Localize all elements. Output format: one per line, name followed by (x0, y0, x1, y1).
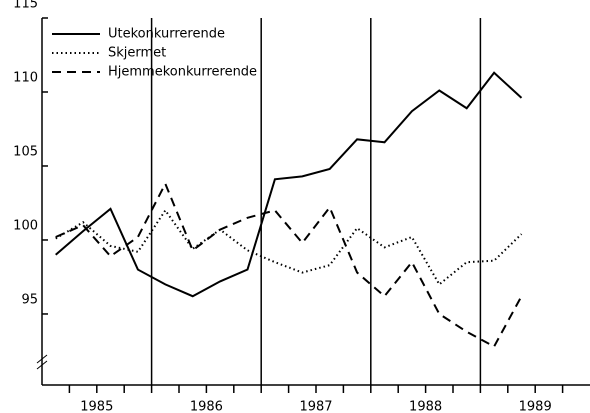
y-tick-label: 100 (13, 218, 38, 233)
y-tick-label: 105 (13, 144, 38, 159)
y-tick-label: 115 (13, 0, 38, 12)
x-tick-label: 1987 (299, 400, 332, 413)
y-tick-label: 110 (13, 70, 38, 85)
legend-label: Skjermet (108, 46, 166, 61)
y-tick-label: 95 (21, 292, 38, 307)
series-line (55, 208, 523, 286)
x-tick-label: 1985 (80, 400, 113, 413)
series-line (55, 71, 523, 298)
x-tick-label: 1989 (519, 400, 552, 413)
x-tick-label: 1986 (190, 400, 223, 413)
legend-label: Hjemmekonkurrerende (108, 65, 257, 80)
legend-label: Utekonkurrerende (108, 27, 225, 42)
axis-break (36, 354, 48, 370)
series-line (55, 181, 523, 348)
x-tick-label: 1988 (409, 400, 442, 413)
